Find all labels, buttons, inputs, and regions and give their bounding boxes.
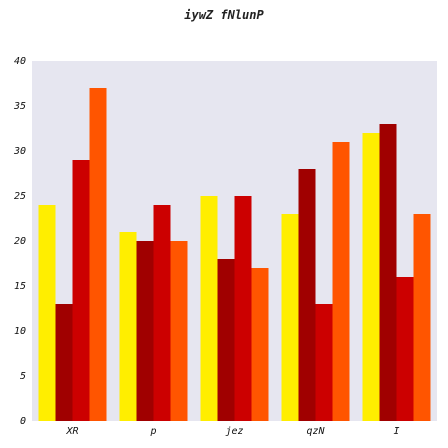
x-tick-label: qzN [306, 426, 325, 437]
y-tick-label: 15 [14, 281, 26, 292]
y-tick-label: 10 [14, 326, 26, 337]
bar-XR-series-3 [72, 160, 90, 421]
y-tick-label: 35 [13, 101, 26, 112]
bar-p-series-2 [136, 241, 154, 421]
x-axis-ticks: XR p jez qzN I [65, 426, 399, 437]
bar-XR-series-1 [38, 205, 56, 421]
bar-jez-series-3 [234, 196, 252, 421]
bar-I-series-3 [396, 277, 414, 421]
y-tick-label: 30 [13, 146, 26, 157]
bar-I-series-4 [413, 214, 431, 421]
bar-jez-series-4 [251, 268, 269, 421]
y-axis-ticks: 0 5 10 15 20 25 30 35 40 [13, 56, 26, 427]
y-tick-label: 25 [14, 191, 26, 202]
y-tick-label: 20 [14, 236, 26, 247]
bar-p-series-4 [170, 241, 188, 421]
bar-qzN-series-3 [315, 304, 333, 421]
bar-qzN-series-4 [332, 142, 350, 421]
y-tick-label: 0 [20, 416, 26, 427]
y-tick-label: 5 [20, 371, 26, 382]
bar-p-series-1 [119, 232, 137, 421]
bar-qzN-series-2 [298, 169, 316, 421]
bar-p-series-3 [153, 205, 171, 421]
x-tick-label: XR [65, 426, 78, 437]
x-tick-label: I [393, 426, 399, 437]
bar-jez-series-2 [217, 259, 235, 421]
chart-title: iywZ fNlunP [184, 8, 264, 22]
x-tick-label: jez [225, 426, 243, 437]
bars-group [38, 88, 431, 421]
bar-I-series-1 [362, 133, 380, 421]
bar-I-series-2 [379, 124, 397, 421]
bar-jez-series-1 [200, 196, 218, 421]
y-tick-label: 40 [14, 56, 26, 67]
x-tick-label: p [149, 426, 156, 437]
bar-qzN-series-1 [281, 214, 299, 421]
bar-XR-series-4 [89, 88, 107, 421]
bar-XR-series-2 [55, 304, 73, 421]
